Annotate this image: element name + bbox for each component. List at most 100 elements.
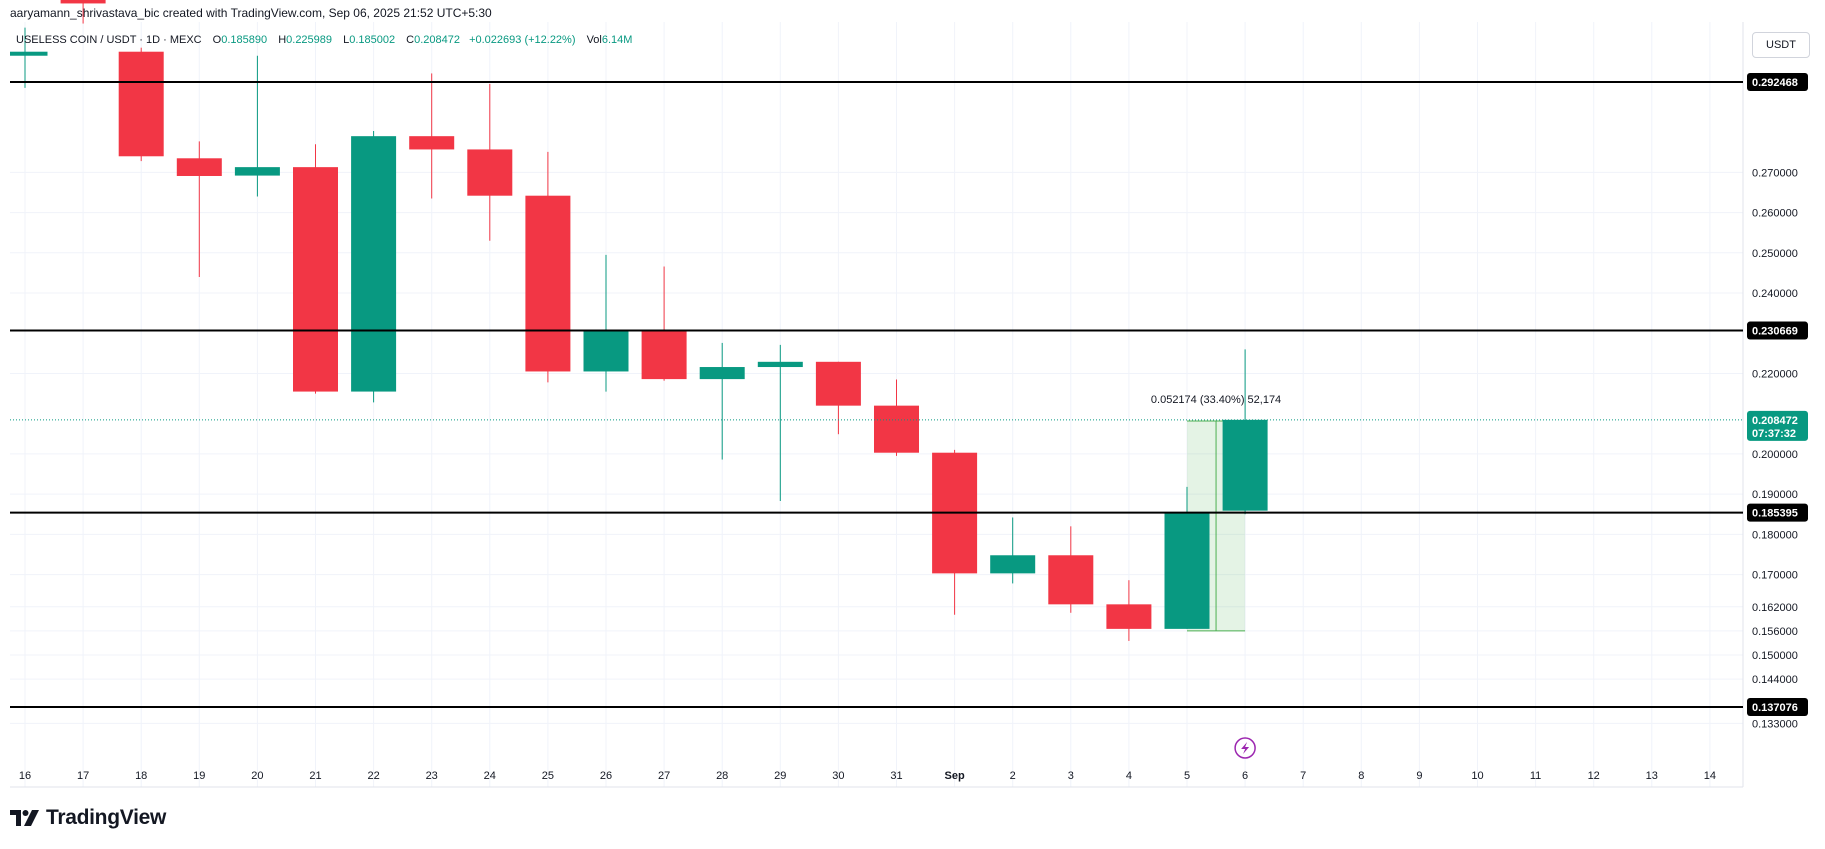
candle[interactable] (118, 47, 164, 162)
time-tick-label: 9 (1416, 770, 1422, 782)
time-tick-label: 16 (19, 770, 31, 782)
high-label: H (278, 34, 287, 46)
time-tick-label: 10 (1471, 770, 1483, 782)
plot-area (3, 0, 1268, 641)
brand[interactable]: TradingView (10, 806, 166, 830)
candle-body (874, 405, 919, 453)
time-tick-label: 31 (890, 770, 902, 782)
time-tick-label: 22 (367, 770, 379, 782)
volume-label: Vol (586, 34, 602, 46)
time-tick-label: 7 (1300, 770, 1306, 782)
candle[interactable] (641, 266, 687, 381)
level-price-label: 0.292468 (1752, 77, 1798, 89)
time-axis[interactable]: 16 17 18 19 20 21 22 23 24 25 26 27 28 29 30 31 Sep 2 3 4 5 6… (19, 770, 1716, 782)
measure-label: 0.052174 (33.40%) 52,174 (1151, 394, 1281, 406)
time-tick-label: 27 (658, 770, 670, 782)
price-tick-label: 0.190000 (1752, 489, 1798, 501)
currency-button[interactable]: USDT (1752, 32, 1810, 58)
candle-body (293, 167, 338, 392)
time-tick-label: 28 (716, 770, 728, 782)
level-price-tag (1747, 698, 1808, 716)
candle[interactable] (932, 449, 978, 615)
price-tick-label: 0.180000 (1752, 529, 1798, 541)
grid (10, 22, 1743, 787)
price-tick-label: 0.162000 (1752, 602, 1798, 614)
candle-body (60, 0, 106, 4)
time-tick-label: 29 (774, 770, 786, 782)
time-tick-label: 8 (1358, 770, 1364, 782)
price-tick-label: 0.133000 (1752, 718, 1798, 730)
candle-body (1164, 512, 1210, 629)
time-tick-label: 14 (1704, 770, 1716, 782)
time-tick-label: 3 (1068, 770, 1074, 782)
candle[interactable] (60, 0, 106, 24)
candle-body (176, 158, 222, 176)
low-label: L (343, 34, 350, 46)
candle-body (757, 361, 803, 368)
price-axis[interactable]: 0.270000 0.260000 0.250000 0.240000 0.220000… (1752, 167, 1798, 730)
candle[interactable] (409, 73, 455, 199)
author-credit: aaryamann_shrivastava_bic created with T… (10, 6, 492, 20)
candle-body (118, 51, 164, 157)
level-price-label: 0.185395 (1752, 508, 1798, 520)
price-tick-label: 0.200000 (1752, 449, 1798, 461)
tradingview-logo-icon (10, 810, 39, 826)
candle-body (1048, 555, 1094, 605)
candle[interactable] (1222, 349, 1268, 515)
candle[interactable] (293, 144, 338, 394)
last-price-label: 0.208472 (1752, 415, 1798, 427)
candle[interactable] (699, 342, 745, 460)
price-chart[interactable]: 0.270000 0.260000 0.250000 0.240000 0.220000… (0, 0, 1825, 800)
time-tick-label: 5 (1184, 770, 1190, 782)
candle[interactable] (467, 83, 513, 241)
time-tick-label: 30 (832, 770, 844, 782)
time-tick-label: 23 (426, 770, 438, 782)
candle-body (815, 361, 861, 406)
candle[interactable] (874, 379, 919, 456)
change-value: +0.022693 (+12.22%) (469, 34, 576, 46)
candle-body (583, 330, 629, 372)
level-price-tag (1747, 503, 1808, 522)
candle[interactable] (990, 517, 1036, 584)
candle[interactable] (583, 254, 629, 392)
time-tick-label: 21 (309, 770, 321, 782)
time-tick-label: 24 (484, 770, 496, 782)
candle-body (641, 330, 687, 380)
candle[interactable] (176, 141, 222, 277)
candle[interactable] (1048, 526, 1094, 613)
price-tick-label: 0.170000 (1752, 570, 1798, 582)
time-tick-label: 6 (1242, 770, 1248, 782)
price-tick-label: 0.250000 (1752, 248, 1798, 260)
time-tick-label: 26 (600, 770, 612, 782)
candle[interactable] (525, 151, 571, 383)
time-tick-label: 2 (1010, 770, 1016, 782)
level-price-label: 0.137076 (1752, 702, 1798, 714)
last-price-tag (1747, 410, 1808, 441)
lightning-bolt-icon[interactable] (1234, 737, 1256, 759)
candle-body (1106, 604, 1152, 629)
symbol-legend: USELESS COIN / USDT · 1D · MEXC O0.18589… (16, 34, 632, 46)
price-tick-label: 0.220000 (1752, 368, 1798, 380)
candle[interactable] (234, 55, 280, 197)
candle[interactable] (1164, 486, 1210, 629)
symbol-title[interactable]: USELESS COIN / USDT · 1D · MEXC (16, 34, 202, 46)
level-price-tag (1747, 321, 1808, 340)
time-tick-label: 12 (1588, 770, 1600, 782)
close-value: 0.208472 (414, 34, 461, 46)
candle[interactable] (1106, 580, 1152, 641)
candle[interactable] (351, 130, 397, 403)
level-price-tag (1747, 73, 1808, 91)
candle-body (351, 136, 397, 392)
price-tick-label: 0.270000 (1752, 167, 1798, 179)
low-value: 0.185002 (349, 34, 396, 46)
candle[interactable] (815, 361, 861, 435)
time-tick-label: Sep (945, 770, 965, 782)
price-tick-label: 0.150000 (1752, 650, 1798, 662)
candle-body (990, 555, 1036, 574)
price-tick-label: 0.156000 (1752, 626, 1798, 638)
candle[interactable] (757, 344, 803, 501)
candle-body (1222, 419, 1268, 511)
time-tick-label: 18 (135, 770, 147, 782)
candle-body (234, 167, 280, 176)
candle[interactable] (3, 27, 48, 88)
